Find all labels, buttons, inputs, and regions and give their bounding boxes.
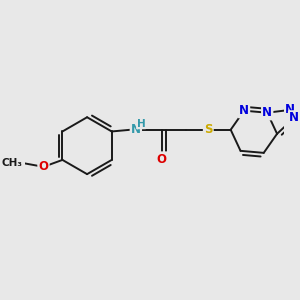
- Text: S: S: [204, 123, 212, 136]
- Text: N: N: [285, 103, 295, 116]
- Text: N: N: [239, 104, 249, 117]
- Text: O: O: [157, 153, 167, 166]
- Text: N: N: [289, 111, 299, 124]
- Text: N: N: [131, 123, 141, 136]
- Text: O: O: [38, 160, 49, 173]
- Text: H: H: [137, 119, 146, 129]
- Text: N: N: [262, 106, 272, 119]
- Text: CH₃: CH₃: [2, 158, 23, 168]
